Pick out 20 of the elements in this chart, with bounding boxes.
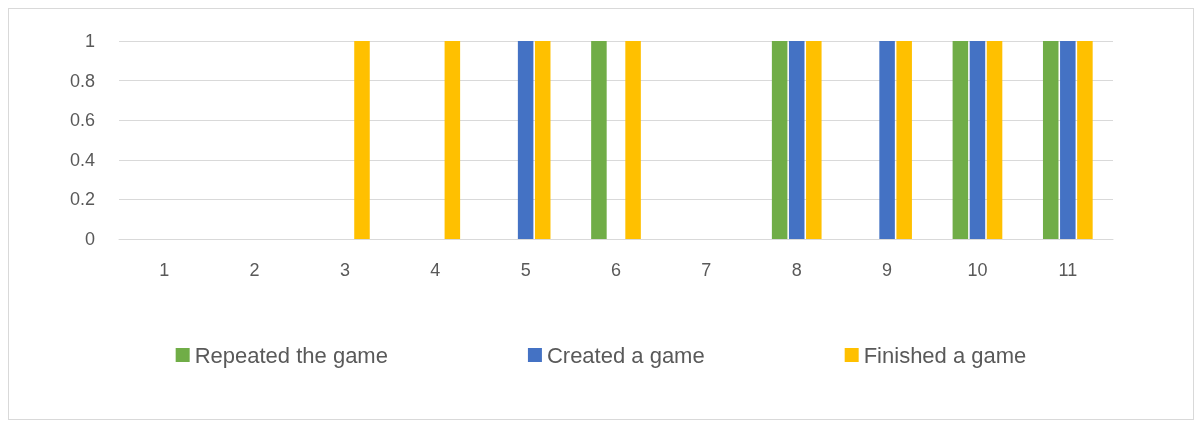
x-tick-label: 6	[610, 260, 622, 280]
legend-label: Repeated the game	[194, 342, 388, 368]
y-tick-label: 1	[84, 31, 95, 51]
x-tick-label: 4	[430, 260, 441, 280]
y-tick-label: 0.6	[69, 110, 95, 131]
y-tick-label: 0	[84, 229, 95, 249]
x-tick-label: 3	[339, 260, 350, 280]
x-tick-label: 9	[882, 260, 893, 280]
x-tick-label: 1	[159, 260, 170, 280]
x-tick-label: 2	[249, 260, 260, 280]
x-tick-label: 11	[1058, 260, 1078, 280]
x-tick-label: 8	[791, 260, 802, 280]
legend-label: Finished a game	[863, 342, 1027, 368]
y-tick-label: 0.8	[69, 70, 95, 91]
legend-label: Created a game	[546, 342, 705, 368]
x-tick-label: 5	[520, 260, 531, 280]
y-tick-label: 0.2	[69, 189, 95, 210]
x-tick-label: 7	[701, 260, 712, 280]
x-tick-label: 10	[967, 260, 988, 280]
y-tick-label: 0.4	[69, 149, 95, 170]
